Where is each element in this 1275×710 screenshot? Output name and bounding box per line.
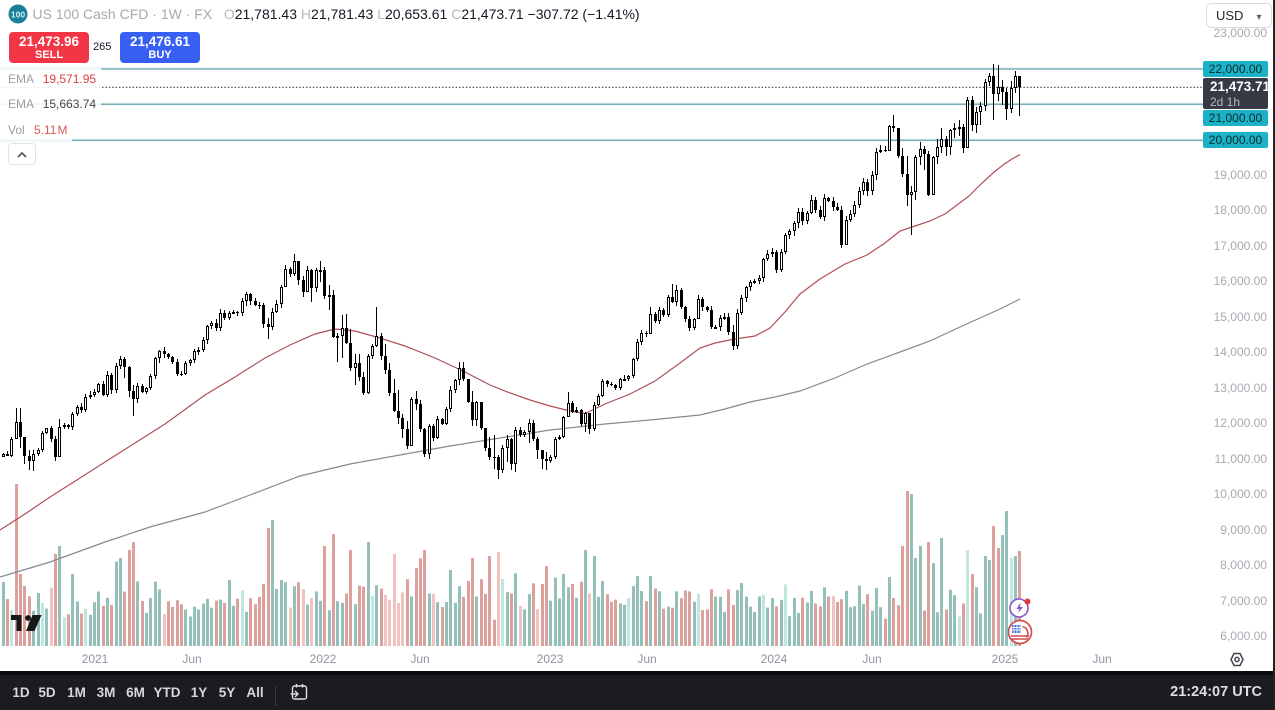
svg-text:100: 100: [11, 10, 25, 20]
